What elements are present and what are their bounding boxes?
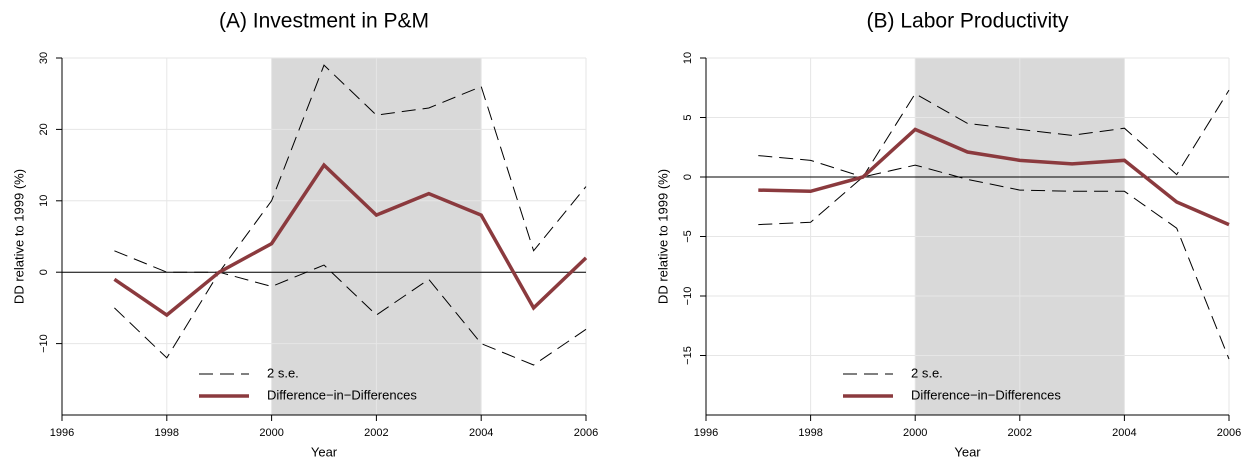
x-tick-label: 2004: [469, 427, 493, 439]
y-tick-label: 20: [38, 123, 50, 135]
legend-label: Difference−in−Differences: [911, 387, 1061, 402]
x-tick-label: 2006: [1217, 427, 1241, 439]
y-tick-label: −5: [682, 230, 694, 243]
chart-title: (A) Investment in P&M: [219, 10, 429, 33]
x-tick-label: 1998: [155, 427, 179, 439]
x-tick-label: 2004: [1112, 427, 1136, 439]
y-tick-label: −10: [38, 334, 50, 353]
legend-label: Difference−in−Differences: [267, 387, 417, 402]
data-line: [113, 162, 588, 318]
x-tick-label: 2002: [1008, 427, 1032, 439]
x-tick-label: 1996: [694, 427, 718, 439]
error-band-line: [114, 64, 587, 273]
y-tick-label: 5: [682, 114, 694, 120]
chart-title: (B) Labor Productivity: [867, 10, 1069, 33]
x-tick-label: 2006: [574, 427, 598, 439]
y-tick-label: 0: [38, 269, 50, 275]
y-tick-label: −10: [682, 287, 694, 306]
y-axis-label: DD relative to 1999 (%): [11, 169, 26, 304]
data-line: [758, 127, 1230, 227]
y-tick-label: 30: [38, 52, 50, 64]
x-tick-label: 1996: [50, 427, 74, 439]
x-tick-label: 1998: [798, 427, 822, 439]
y-tick-label: 0: [682, 174, 694, 180]
x-axis-label: Year: [311, 444, 338, 459]
error-band-line: [114, 264, 587, 366]
x-tick-label: 2000: [259, 427, 283, 439]
y-tick-label: −15: [682, 346, 694, 365]
y-tick-label: 10: [682, 52, 694, 64]
legend-label: 2 s.e.: [911, 365, 943, 380]
legend-label: 2 s.e.: [267, 365, 299, 380]
y-axis-label: DD relative to 1999 (%): [655, 169, 670, 304]
y-tick-label: 10: [38, 195, 50, 207]
x-axis-label: Year: [954, 444, 981, 459]
x-tick-label: 2002: [364, 427, 388, 439]
error-band-line: [758, 164, 1230, 360]
x-tick-label: 2000: [903, 427, 927, 439]
